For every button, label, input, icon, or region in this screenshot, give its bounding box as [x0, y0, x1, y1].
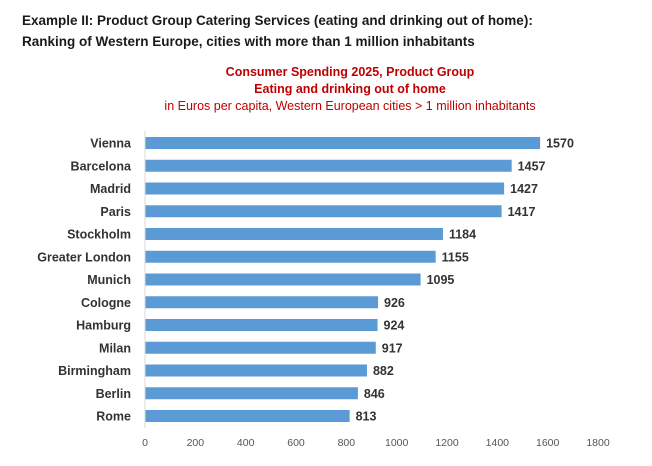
data-label: 926: [384, 296, 405, 310]
x-tick-label: 1200: [435, 437, 459, 449]
x-tick-label: 200: [187, 437, 205, 449]
x-tick-label: 1600: [536, 437, 560, 449]
data-label: 1155: [442, 250, 469, 264]
bar: [145, 296, 379, 309]
chart-title-line-2: Eating and drinking out of home: [254, 82, 446, 96]
bar: [145, 228, 443, 240]
chart-subtitle: in Euros per capita, Western European ci…: [164, 99, 536, 113]
chart-title: Consumer Spending 2025, Product Group: [225, 65, 475, 79]
data-label: 1457: [518, 159, 546, 173]
bar: [145, 182, 505, 195]
data-label: 1570: [546, 137, 574, 151]
category-label: Cologne: [81, 296, 131, 310]
bar: [145, 364, 367, 377]
x-tick-label: 1800: [586, 437, 610, 449]
bar: [145, 137, 541, 149]
page-heading: Example II: Product Group Catering Servi…: [22, 10, 533, 52]
category-label: Hamburg: [76, 319, 131, 333]
bar: [145, 250, 436, 263]
bar: [145, 410, 350, 422]
category-label: Stockholm: [67, 228, 131, 242]
data-label: 1184: [449, 228, 476, 242]
data-label: 1095: [427, 273, 455, 287]
data-label: 917: [382, 341, 403, 355]
x-tick-label: 600: [287, 437, 305, 449]
data-label: 813: [356, 410, 377, 424]
bar: [145, 159, 512, 172]
x-tick-label: 1000: [385, 437, 409, 449]
bar: [145, 341, 376, 354]
data-label: 1417: [508, 205, 536, 219]
category-label: Vienna: [90, 137, 132, 151]
data-label: 1427: [510, 182, 538, 196]
bar: [145, 273, 421, 286]
category-label: Milan: [99, 341, 131, 355]
bar: [145, 387, 358, 400]
category-label: Berlin: [96, 387, 131, 401]
data-label: 882: [373, 364, 394, 378]
data-label: 846: [364, 387, 385, 401]
category-label: Barcelona: [71, 159, 132, 173]
x-tick-label: 1400: [486, 437, 510, 449]
heading-line-1: Example II: Product Group Catering Servi…: [22, 13, 533, 28]
x-tick-label: 0: [142, 437, 148, 449]
category-label: Birmingham: [58, 364, 131, 378]
bar: [145, 205, 502, 218]
x-tick-label: 400: [237, 437, 255, 449]
category-label: Rome: [96, 410, 131, 424]
data-label: 924: [384, 319, 405, 333]
heading-line-2: Ranking of Western Europe, cities with m…: [22, 34, 475, 49]
category-label: Madrid: [90, 182, 131, 196]
bar: [145, 319, 378, 331]
category-label: Greater London: [37, 250, 131, 264]
x-tick-label: 800: [338, 437, 356, 449]
category-label: Munich: [87, 273, 131, 287]
category-label: Paris: [100, 205, 131, 219]
